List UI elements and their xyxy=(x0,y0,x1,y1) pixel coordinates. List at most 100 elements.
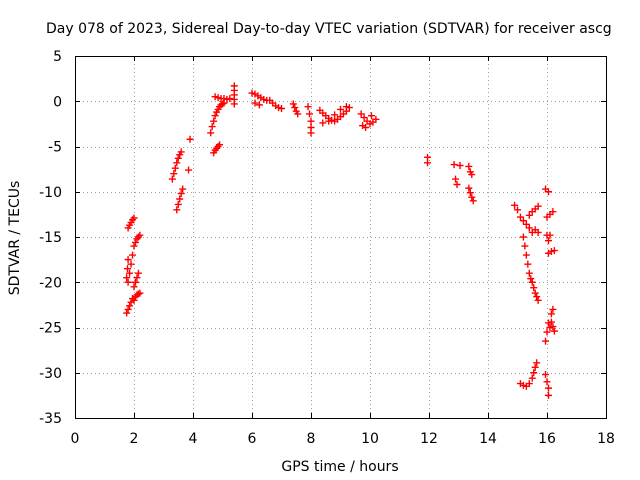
data-point xyxy=(251,99,259,107)
x-tick-label: 16 xyxy=(538,431,556,447)
data-point xyxy=(550,247,558,255)
data-point xyxy=(527,275,535,283)
data-point xyxy=(525,380,533,388)
data-point xyxy=(549,323,557,331)
data-point xyxy=(468,193,476,201)
data-point xyxy=(519,217,527,225)
data-point xyxy=(170,170,178,178)
data-point xyxy=(171,164,179,172)
data-point xyxy=(124,265,132,273)
data-point xyxy=(130,296,138,304)
data-point xyxy=(544,391,552,399)
data-point xyxy=(129,251,137,259)
data-point xyxy=(319,119,327,127)
data-point xyxy=(357,110,365,118)
data-point xyxy=(174,154,182,162)
x-tick-label: 14 xyxy=(479,431,497,447)
data-point xyxy=(531,289,539,297)
data-point xyxy=(452,175,460,183)
data-point xyxy=(453,181,461,189)
data-point xyxy=(124,278,132,286)
data-point xyxy=(216,141,224,149)
data-point xyxy=(533,293,541,301)
data-point xyxy=(530,284,538,292)
data-point xyxy=(331,111,339,119)
data-point xyxy=(534,202,542,210)
data-point xyxy=(531,363,539,371)
data-point xyxy=(126,302,134,310)
data-point xyxy=(124,305,132,313)
y-tick-label: -5 xyxy=(48,140,62,156)
data-point xyxy=(516,213,524,221)
data-point xyxy=(466,189,474,197)
y-axis-label: SDTVAR / TECUs xyxy=(7,181,23,296)
data-point xyxy=(469,197,477,205)
y-tick-label: -10 xyxy=(39,185,62,201)
data-point xyxy=(133,274,141,282)
y-tick-labels: 5 0 -5 -10 -15 -20 -25 -30 -35 xyxy=(39,49,62,427)
data-point xyxy=(219,100,226,108)
data-point xyxy=(525,269,533,277)
data-point xyxy=(546,231,554,239)
data-point xyxy=(306,110,314,118)
data-point xyxy=(542,371,550,379)
chart-title: Day 078 of 2023, Sidereal Day-to-day VTE… xyxy=(46,21,612,37)
y-tick-label: -15 xyxy=(39,230,62,246)
data-point xyxy=(522,251,530,259)
data-point xyxy=(519,233,527,241)
data-point xyxy=(547,310,555,318)
data-point xyxy=(136,231,144,239)
data-point xyxy=(179,185,187,193)
data-point xyxy=(289,100,297,108)
data-point xyxy=(177,148,185,156)
data-point xyxy=(307,117,315,125)
data-point xyxy=(456,162,464,170)
data-point xyxy=(533,359,541,367)
data-point xyxy=(255,101,263,109)
data-point xyxy=(207,129,215,137)
data-point xyxy=(124,256,132,264)
data-point xyxy=(307,129,315,137)
data-point xyxy=(134,290,142,298)
x-tick-label: 18 xyxy=(597,431,615,447)
data-point xyxy=(168,175,176,183)
data-point xyxy=(211,112,219,120)
data-point xyxy=(226,95,234,103)
data-point xyxy=(528,374,536,382)
data-point xyxy=(208,123,216,131)
data-point xyxy=(186,135,194,143)
data-point xyxy=(123,274,131,282)
data-point xyxy=(544,384,552,392)
data-point xyxy=(176,195,184,203)
data-point xyxy=(468,171,476,179)
data-point xyxy=(465,162,473,170)
data-point xyxy=(174,200,182,208)
y-tick-label: 5 xyxy=(53,49,62,65)
data-point xyxy=(210,117,218,125)
x-tick-label: 0 xyxy=(71,431,80,447)
data-point xyxy=(544,237,552,245)
data-point xyxy=(465,184,473,192)
data-point xyxy=(450,161,458,169)
data-point xyxy=(362,123,370,131)
data-point xyxy=(131,278,139,286)
x-axis-label: GPS time / hours xyxy=(281,459,398,475)
x-tick-labels: 0 2 4 6 8 10 12 14 16 18 xyxy=(71,431,615,447)
data-point xyxy=(130,242,138,250)
data-point xyxy=(230,100,238,108)
data-point xyxy=(544,188,552,196)
data-point xyxy=(177,190,185,198)
data-point xyxy=(173,206,181,214)
data-point xyxy=(550,327,558,335)
y-tick-label: -20 xyxy=(39,275,62,291)
data-point xyxy=(514,206,521,214)
data-point xyxy=(291,104,299,112)
y-tick-label: 0 xyxy=(53,94,62,110)
x-tick-label: 8 xyxy=(307,431,316,447)
data-point xyxy=(127,260,135,268)
data-point xyxy=(372,115,380,123)
data-point xyxy=(337,105,344,113)
data-point xyxy=(549,305,557,313)
data-point xyxy=(294,110,302,118)
